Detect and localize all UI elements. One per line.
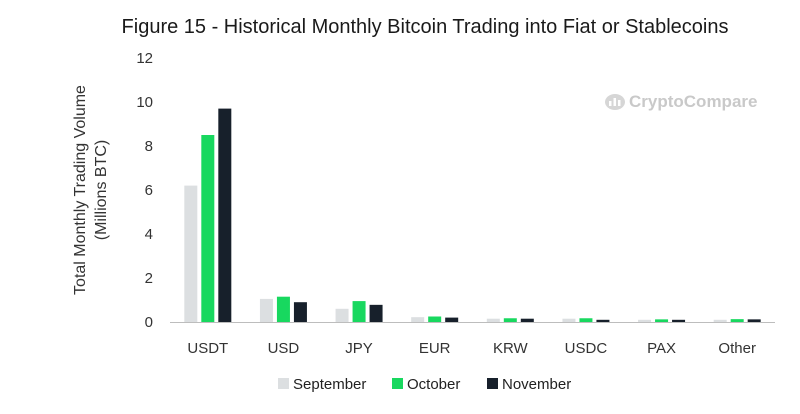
y-tick-label: 2: [145, 270, 153, 287]
y-tick-label: 6: [145, 182, 153, 199]
legend-item-november: November: [487, 376, 571, 393]
bar-november-jpy: [369, 304, 383, 322]
bar-september-usdc: [562, 318, 576, 322]
bar-september-other: [713, 319, 727, 322]
y-axis-title-line2: (Millions BTC): [93, 140, 110, 240]
y-tick-label: 0: [145, 314, 153, 331]
watermark-text: CryptoCompare: [629, 92, 757, 111]
bar-november-usdt: [218, 108, 232, 322]
bar-october-other: [730, 319, 744, 322]
y-tick-label: 8: [145, 138, 153, 155]
y-axis-title: Total Monthly Trading Volume (Millions B…: [72, 85, 110, 295]
bar-november-eur: [445, 317, 459, 322]
x-tick-label: PAX: [647, 340, 676, 357]
legend-swatch: [278, 378, 289, 389]
bar-october-usdc: [579, 318, 593, 322]
y-tick-label: 4: [145, 226, 153, 243]
legend-label: November: [502, 376, 571, 393]
x-tick-label: USDT: [187, 340, 228, 357]
bar-october-eur: [428, 316, 442, 322]
bar-november-usdc: [596, 319, 610, 322]
bar-november-pax: [672, 319, 686, 322]
y-axis-ticks: 0 2 4 6 8 10 12: [136, 50, 153, 331]
x-tick-label: KRW: [493, 340, 529, 357]
bar-september-usdt: [184, 185, 198, 322]
legend-item-october: October: [392, 376, 460, 393]
bar-november-usd: [293, 302, 307, 322]
legend-swatch: [487, 378, 498, 389]
bar-october-pax: [655, 319, 669, 322]
x-tick-label: USD: [268, 340, 300, 357]
legend-item-september: September: [278, 376, 366, 393]
bar-october-usdt: [201, 135, 215, 322]
y-tick-label: 10: [136, 94, 153, 111]
bar-november-krw: [520, 318, 534, 322]
bar-september-usd: [259, 298, 273, 322]
cryptocompare-logo-icon: [605, 94, 625, 110]
bar-september-jpy: [335, 308, 349, 322]
bar-october-krw: [503, 318, 517, 322]
x-tick-label: JPY: [345, 340, 373, 357]
bar-october-usd: [276, 296, 290, 322]
legend-label: September: [293, 376, 366, 393]
x-tick-label: EUR: [419, 340, 451, 357]
legend-label: October: [407, 376, 460, 393]
watermark: CryptoCompare: [605, 92, 757, 111]
x-axis-labels: USDT USD JPY EUR KRW USDC PAX Other: [187, 340, 756, 357]
bar-october-jpy: [352, 301, 366, 322]
legend: September October November: [278, 376, 571, 393]
x-tick-label: USDC: [565, 340, 608, 357]
y-tick-label: 12: [136, 50, 153, 67]
x-tick-label: Other: [718, 340, 756, 357]
bar-september-eur: [411, 317, 425, 322]
bar-september-krw: [486, 318, 500, 322]
bar-september-pax: [638, 319, 652, 322]
legend-swatch: [392, 378, 403, 389]
bars: [184, 108, 761, 322]
bar-november-other: [747, 319, 761, 322]
chart-title: Figure 15 - Historical Monthly Bitcoin T…: [122, 16, 729, 38]
y-axis-title-line1: Total Monthly Trading Volume: [72, 85, 89, 295]
